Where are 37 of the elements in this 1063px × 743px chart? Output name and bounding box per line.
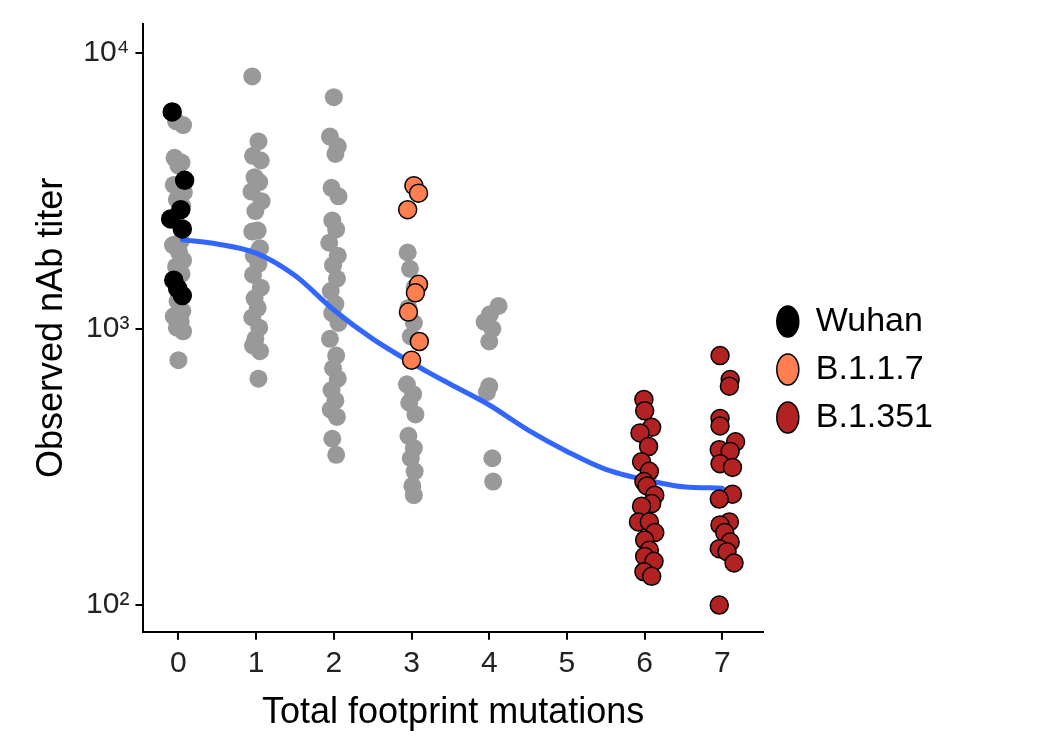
point [634, 401, 655, 421]
point [408, 183, 429, 203]
point [172, 285, 193, 306]
y-tick-label: 10³ [86, 310, 130, 344]
x-tick-label: 4 [480, 645, 498, 679]
point [724, 553, 744, 573]
x-tick-label: 5 [558, 645, 576, 679]
legend-label: Wuhan [815, 299, 923, 338]
y-tick-label: 10² [86, 586, 130, 620]
y-axis-title: Observed nAb titer [28, 177, 70, 478]
point [174, 170, 195, 191]
point [409, 331, 430, 352]
x-tick-label: 3 [403, 645, 420, 679]
y-tick-label: 10⁴ [83, 33, 130, 67]
legend-label: B.1.1.7 [815, 347, 924, 386]
point [709, 595, 730, 615]
point [172, 219, 193, 239]
point [710, 416, 730, 436]
x-tick-label: 0 [170, 645, 187, 679]
point [719, 376, 740, 396]
point [722, 457, 743, 478]
legend-label: B.1.351 [815, 395, 934, 434]
point [397, 199, 418, 220]
x-tick-label: 7 [714, 645, 731, 679]
point [405, 283, 426, 303]
x-tick-label: 1 [247, 645, 265, 679]
point [398, 302, 419, 322]
point [710, 345, 730, 366]
point [630, 423, 650, 443]
point [638, 436, 659, 457]
point [162, 102, 182, 122]
x-tick-label: 6 [636, 645, 654, 679]
x-tick-label: 2 [325, 645, 343, 679]
point [401, 350, 422, 370]
point [641, 566, 662, 587]
point [709, 489, 730, 509]
x-axis-title: Total footprint mutations [262, 690, 645, 732]
